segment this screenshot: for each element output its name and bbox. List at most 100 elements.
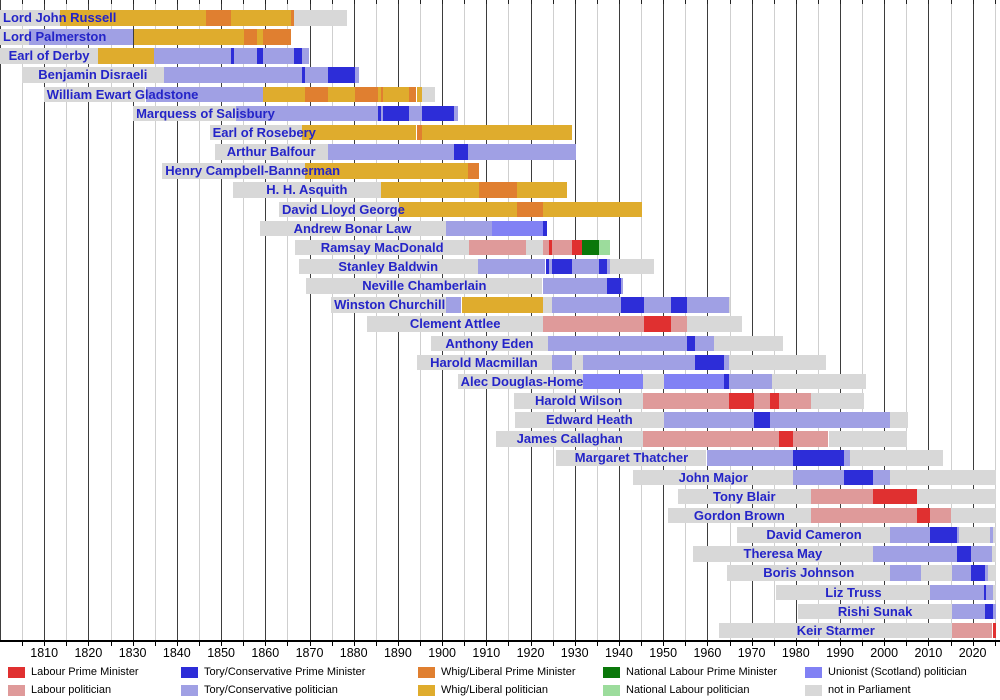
bar-segment-whig_pol <box>416 86 423 103</box>
bar-segment-whig_pol <box>98 48 154 64</box>
top-tick-1985 <box>817 0 819 4</box>
bottom-tick-1855 <box>243 642 245 646</box>
tick-label-1880: 1880 <box>339 646 368 660</box>
bottom-tick-1880 <box>353 642 355 646</box>
bar-segment-tory_pol <box>445 220 492 237</box>
bottom-tick-2020 <box>972 642 974 646</box>
timeline-row: Lord Palmerston <box>0 29 1000 45</box>
bar-segment-none <box>295 239 469 256</box>
bar-segment-tory_pol <box>548 258 553 275</box>
bar-segment-tory_pol <box>327 144 454 160</box>
timeline-row: Andrew Bonar Law <box>0 220 1000 237</box>
tick-label-1810: 1810 <box>30 646 59 660</box>
bar-segment-none <box>917 488 997 505</box>
top-tick-1890 <box>397 0 399 4</box>
legend-swatch-natlab_pol <box>603 685 620 696</box>
bar-segment-tory_pol <box>468 144 576 160</box>
bar-segment-tory_pol <box>844 450 851 466</box>
legend-swatch-tory_pm <box>181 667 198 678</box>
bar-segment-none <box>496 431 644 447</box>
bar-segment-none <box>921 565 953 581</box>
bar-segment-whig_pol <box>257 29 263 45</box>
top-tick-1830 <box>132 0 134 4</box>
tick-label-1920: 1920 <box>516 646 545 660</box>
bar-segment-tory_pol <box>164 67 302 83</box>
bar-segment-tory_pol <box>890 527 931 543</box>
pm-name-label: John Major <box>678 469 748 485</box>
bar-segment-tory_pol <box>263 48 294 64</box>
bar-segment-none <box>556 450 707 466</box>
top-tick-1900 <box>442 0 444 4</box>
bar-segment-tory_pol <box>952 603 985 620</box>
gridline-1825 <box>110 0 112 640</box>
tick-label-1850: 1850 <box>207 646 235 660</box>
bar-segment-tory_pm <box>294 48 302 64</box>
bar-segment-none <box>214 144 328 160</box>
top-tick-1840 <box>176 0 178 4</box>
top-tick-2015 <box>950 0 952 4</box>
legend-label: Labour politician <box>31 684 112 696</box>
gridline-2020 <box>972 0 974 640</box>
top-tick-1850 <box>221 0 223 4</box>
bar-segment-none <box>668 507 811 524</box>
bar-segment-tory_pol <box>477 258 546 275</box>
bar-segment-none <box>693 546 873 562</box>
timeline-row: Neville Chamberlain <box>0 278 1000 294</box>
bar-segment-tory_pm <box>724 373 729 390</box>
bar-segment-tory_pol <box>304 67 328 83</box>
timeline-row: Clement Attlee <box>0 316 1000 332</box>
bar-segment-tory_pol <box>724 354 729 371</box>
bottom-tick-1915 <box>508 642 510 646</box>
pm-name-label: H. H. Asquith <box>266 182 348 198</box>
bar-segment-tory_pm <box>378 105 381 122</box>
timeline-row: David Cameron <box>0 527 1000 543</box>
bar-segment-tory_pol <box>607 258 611 275</box>
bar-segment-whig_pol <box>382 86 410 103</box>
bar-segment-none <box>543 297 552 313</box>
bar-segment-none <box>719 622 953 639</box>
bar-segment-none <box>572 354 583 371</box>
bar-segment-tory_pol <box>145 86 264 103</box>
legend-label: Labour Prime Minister <box>31 666 139 678</box>
top-tick-1935 <box>596 0 598 4</box>
bar-segment-whig_pol <box>301 124 417 141</box>
bottom-tick-1845 <box>198 642 200 646</box>
bar-segment-tory_pm <box>230 48 234 64</box>
bar-segment-whig_pm <box>304 86 328 103</box>
bar-segment-none <box>992 546 997 562</box>
top-tick-1855 <box>243 0 245 4</box>
bar-segment-tory_pol <box>957 527 959 543</box>
top-tick-1860 <box>265 0 267 4</box>
bar-segment-none <box>993 527 997 543</box>
bar-segment-natlab_pm <box>582 239 599 256</box>
timeline-row: James Callaghan <box>0 431 1000 447</box>
legend-label: Tory/Conservative Prime Minister <box>204 666 366 678</box>
bar-segment-lab_pm <box>643 316 672 332</box>
bar-segment-none <box>457 373 583 390</box>
top-tick-1820 <box>88 0 90 4</box>
bar-segment-tory_pm <box>328 67 355 83</box>
bar-segment-lab_pm <box>872 488 918 505</box>
timeline-row: Boris Johnson <box>0 565 1000 581</box>
bar-segment-none <box>515 412 664 428</box>
bar-segment-whig_pm <box>409 86 417 103</box>
gridline-1810 <box>44 0 46 640</box>
legend-label: Tory/Conservative politician <box>204 684 338 696</box>
timeline-row: Margaret Thatcher <box>0 450 1000 466</box>
bar-segment-none <box>0 29 29 45</box>
legend-swatch-lab_pol <box>8 685 25 696</box>
gridline-1850 <box>221 0 223 640</box>
top-tick-2020 <box>972 0 974 4</box>
bar-segment-tory_pm <box>620 297 644 313</box>
bar-segment-lab_pm <box>548 239 553 256</box>
bar-segment-tory_pol <box>686 297 729 313</box>
top-tick-1805 <box>22 0 24 4</box>
gridline-1870 <box>309 0 311 640</box>
bar-segment-tory_pm <box>985 603 993 620</box>
top-tick-1960 <box>707 0 709 4</box>
pm-name-label: Gordon Brown <box>693 507 785 523</box>
top-tick-2025 <box>994 0 996 4</box>
timeline-row: Marquess of Salisbury <box>0 105 1000 122</box>
legend-swatch-whig_pol <box>418 685 435 696</box>
bar-segment-whig_pm <box>205 10 231 26</box>
